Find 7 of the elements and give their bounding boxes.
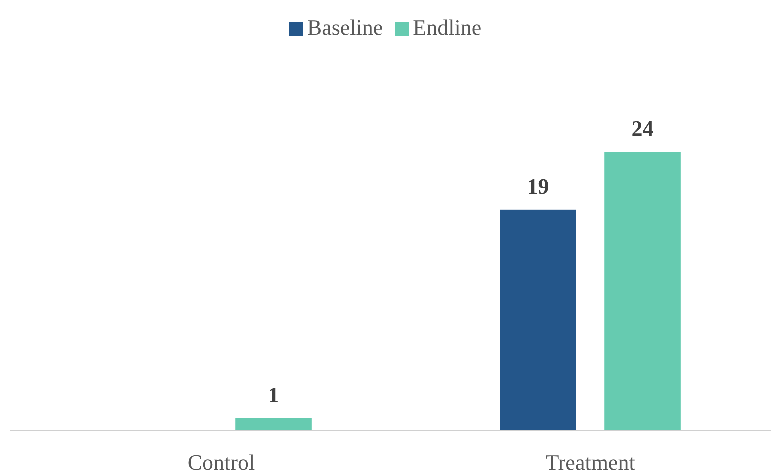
- x-tick-label: Treatment: [546, 450, 636, 473]
- legend-label: Baseline: [307, 15, 384, 40]
- data-label: 24: [632, 116, 654, 141]
- x-tick-label: Control: [188, 450, 256, 473]
- legend-label: Endline: [413, 15, 482, 40]
- data-label: 19: [527, 174, 550, 199]
- data-label: 1: [268, 382, 280, 408]
